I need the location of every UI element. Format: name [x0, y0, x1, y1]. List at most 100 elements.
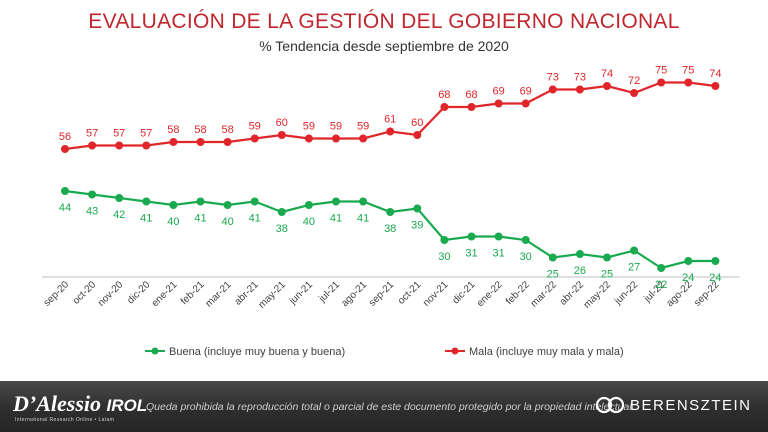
data-point-buena: [61, 187, 69, 195]
data-point-buena: [657, 264, 666, 272]
data-point-buena: [88, 190, 97, 199]
chart-title: EVALUACIÓN DE LA GESTIÓN DEL GOBIERNO NA…: [88, 10, 680, 33]
data-label-mala: 74: [709, 68, 721, 80]
data-point-mala: [332, 134, 340, 143]
data-label-buena: 38: [276, 223, 288, 235]
data-point-buena: [548, 253, 557, 262]
dalessio-logo-suffix: IROL: [106, 396, 148, 415]
data-point-buena: [630, 246, 639, 255]
data-point-buena: [575, 250, 584, 258]
data-label-mala: 59: [357, 121, 369, 133]
data-label-buena: 39: [411, 220, 423, 232]
data-point-mala: [250, 134, 259, 143]
x-tick-label: dic-20: [125, 279, 152, 306]
data-point-mala: [413, 131, 422, 139]
dalessio-logo-subtitle: International Research Online • Latam: [15, 417, 115, 423]
chart-subtitle: % Tendencia desde septiembre de 2020: [259, 38, 509, 54]
data-label-mala: 57: [86, 128, 98, 140]
data-label-mala: 57: [140, 128, 152, 140]
x-tick-label: ene-22: [475, 279, 505, 309]
data-label-buena: 40: [221, 216, 233, 228]
data-label-mala: 60: [411, 117, 423, 129]
copyright-disclaimer: Queda prohibida la reproducción total o …: [146, 401, 635, 413]
data-point-buena: [603, 253, 611, 262]
data-label-mala: 56: [59, 131, 71, 143]
x-tick-label: dic-21: [451, 279, 478, 306]
data-point-buena: [196, 197, 205, 206]
data-point-mala: [548, 85, 557, 94]
data-point-buena: [467, 232, 476, 241]
data-point-mala: [494, 99, 503, 108]
data-point-buena: [142, 197, 151, 206]
x-tick-label: oct-20: [71, 279, 99, 307]
data-point-mala: [603, 82, 611, 90]
data-label-buena: 40: [303, 216, 315, 228]
data-label-mala: 59: [249, 121, 261, 133]
dalessio-logo-text: D’Alessio: [13, 391, 101, 416]
x-tick-label: ene-21: [150, 279, 180, 309]
data-point-mala: [223, 138, 232, 146]
data-label-buena: 42: [113, 209, 125, 221]
data-label-mala: 69: [520, 86, 532, 98]
x-tick-label: jun-22: [612, 279, 640, 307]
data-point-mala: [169, 138, 178, 146]
x-tick-label: jun-21: [287, 279, 315, 307]
data-label-buena: 43: [86, 206, 98, 218]
x-tick-label: feb-21: [179, 279, 207, 307]
data-point-mala: [88, 141, 97, 150]
data-label-buena: 44: [59, 202, 71, 214]
x-tick-label: sep-21: [367, 279, 397, 309]
data-label-buena: 41: [140, 213, 152, 225]
data-point-mala: [142, 141, 151, 150]
x-tick-label: ago-21: [339, 279, 369, 309]
berensztein-logo-text: BERENSZTEIN: [630, 396, 752, 414]
data-point-buena: [115, 194, 124, 202]
data-label-mala: 72: [628, 75, 640, 87]
data-label-buena: 24: [682, 272, 694, 284]
data-point-mala: [575, 85, 584, 94]
data-point-mala: [386, 127, 395, 136]
data-point-mala: [657, 78, 666, 87]
data-label-buena: 31: [465, 248, 477, 260]
data-label-buena: 25: [601, 269, 613, 281]
data-point-mala: [277, 131, 286, 139]
footer-bar: D’Alessio IROL International Research On…: [0, 381, 768, 432]
data-label-mala: 69: [492, 86, 504, 98]
x-tick-label: mar-22: [529, 279, 559, 309]
data-label-mala: 68: [465, 89, 477, 101]
data-label-mala: 75: [682, 65, 694, 77]
data-label-buena: 41: [330, 213, 342, 225]
data-point-buena: [684, 257, 693, 265]
data-label-buena: 41: [249, 213, 261, 225]
legend-marker-mala: [451, 347, 459, 355]
data-label-buena: 22: [655, 279, 667, 291]
data-point-buena: [711, 257, 720, 265]
data-point-mala: [61, 145, 69, 153]
data-point-buena: [494, 232, 503, 241]
data-point-mala: [630, 89, 639, 97]
data-label-mala: 75: [655, 65, 667, 77]
data-label-buena: 30: [438, 251, 450, 263]
x-tick-label: nov-20: [96, 279, 126, 309]
data-label-mala: 74: [601, 68, 613, 80]
data-point-buena: [386, 208, 395, 216]
data-label-buena: 25: [547, 269, 559, 281]
data-point-buena: [413, 204, 422, 213]
data-point-buena: [169, 201, 178, 209]
data-label-mala: 61: [384, 114, 396, 126]
data-point-mala: [196, 138, 205, 146]
dalessio-logo: D’Alessio IROL: [13, 391, 147, 417]
data-label-buena: 41: [194, 213, 206, 225]
data-label-buena: 27: [628, 262, 640, 274]
data-label-buena: 24: [709, 272, 721, 284]
data-label-mala: 68: [438, 89, 450, 101]
data-point-mala: [304, 134, 313, 143]
x-tick-label: may-21: [257, 279, 289, 311]
data-point-mala: [115, 141, 124, 150]
data-point-buena: [521, 236, 530, 244]
x-tick-label: may-22: [582, 279, 614, 311]
data-label-mala: 58: [221, 124, 233, 136]
data-label-buena: 31: [492, 248, 504, 260]
data-point-mala: [521, 99, 530, 108]
